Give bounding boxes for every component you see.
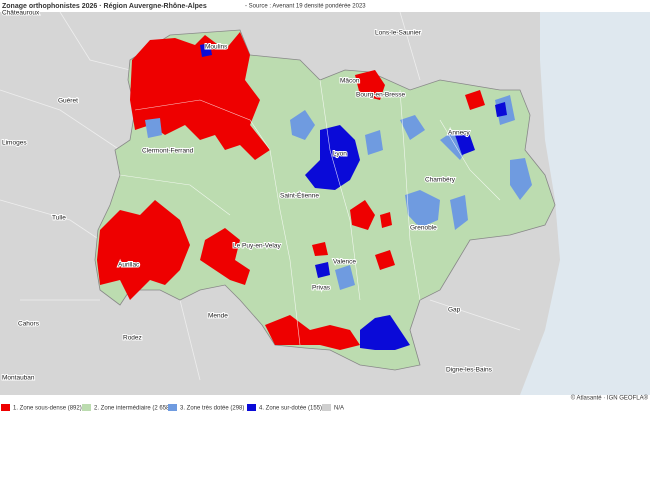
zone-area xyxy=(145,118,162,138)
place-label: Valence xyxy=(333,259,356,266)
zone-area xyxy=(360,315,410,350)
place-label: Tulle xyxy=(52,215,66,222)
place-label: Privas xyxy=(312,285,331,292)
zone-area xyxy=(130,32,270,160)
zone-area xyxy=(355,70,385,100)
place-label: Grenoble xyxy=(410,225,437,232)
legend-swatch xyxy=(247,404,256,411)
legend-label: 4. Zone sur-dotée (155) xyxy=(259,406,322,412)
zone-area xyxy=(200,43,212,57)
place-label: Le Puy-en-Velay xyxy=(233,243,281,250)
place-label: Digne-les-Bains xyxy=(446,367,493,374)
zone-area xyxy=(495,102,507,117)
place-label: Limoges xyxy=(2,140,27,147)
neighbour-area xyxy=(520,12,650,395)
legend-swatch xyxy=(1,404,10,411)
place-label: Mâcon xyxy=(340,78,360,85)
zones xyxy=(97,32,532,350)
zone-area xyxy=(97,200,190,300)
zone-area xyxy=(200,228,250,285)
place-label: Moulins xyxy=(205,44,228,51)
zone-area xyxy=(380,212,392,228)
place-label: Annecy xyxy=(448,130,470,137)
zone-area xyxy=(405,190,440,228)
legend-label: N/A xyxy=(334,406,344,412)
legend-label: 1. Zone sous-dense (892) xyxy=(13,406,82,412)
place-label: Guéret xyxy=(58,98,78,105)
place-label: Saint-Étienne xyxy=(280,191,319,200)
legend-label: 3. Zone très dotée (298) xyxy=(180,406,244,412)
zone-area xyxy=(365,130,383,155)
zone-area xyxy=(265,315,360,350)
place-label: Mende xyxy=(208,313,228,320)
legend-swatch xyxy=(322,404,331,411)
zone-area xyxy=(312,242,328,256)
place-label: Clermont-Ferrand xyxy=(142,148,194,155)
place-label: Rodez xyxy=(123,335,142,342)
place-label: Lyon xyxy=(333,151,347,158)
legend-swatch xyxy=(168,404,177,411)
zone-area xyxy=(465,90,485,110)
legend-label: 2. Zone intermédiaire (2 658) xyxy=(94,406,171,412)
zone-area xyxy=(350,200,375,230)
place-label: Chambéry xyxy=(425,177,456,184)
outside-borders xyxy=(0,11,521,381)
department-borders xyxy=(119,79,501,346)
zone-area xyxy=(315,262,330,278)
source: - Source : Avenant 19 densité pondérée 2… xyxy=(245,4,366,10)
title: Zonage orthophonistes 2026 · Région Auve… xyxy=(2,3,207,10)
place-label: Montauban xyxy=(2,375,35,382)
zone-area xyxy=(450,195,468,230)
place-label: Gap xyxy=(448,307,461,314)
zone-area xyxy=(375,250,395,270)
zone-area xyxy=(510,158,532,200)
zone-area xyxy=(400,115,425,140)
legend-swatch xyxy=(82,404,91,411)
zone-area xyxy=(455,130,475,155)
zone-area xyxy=(290,110,315,140)
place-label: Lons-le-Saunier xyxy=(375,30,422,37)
place-label: Aurillac xyxy=(118,262,140,269)
zone-area xyxy=(335,265,355,290)
zone-area xyxy=(305,125,360,190)
place-label: Châteauroux xyxy=(2,10,40,17)
credit: © Atlasanté · IGN GEOFLA® xyxy=(571,395,649,402)
place-label: Cahors xyxy=(18,321,40,328)
place-label: Bourg-en-Bresse xyxy=(356,92,406,99)
